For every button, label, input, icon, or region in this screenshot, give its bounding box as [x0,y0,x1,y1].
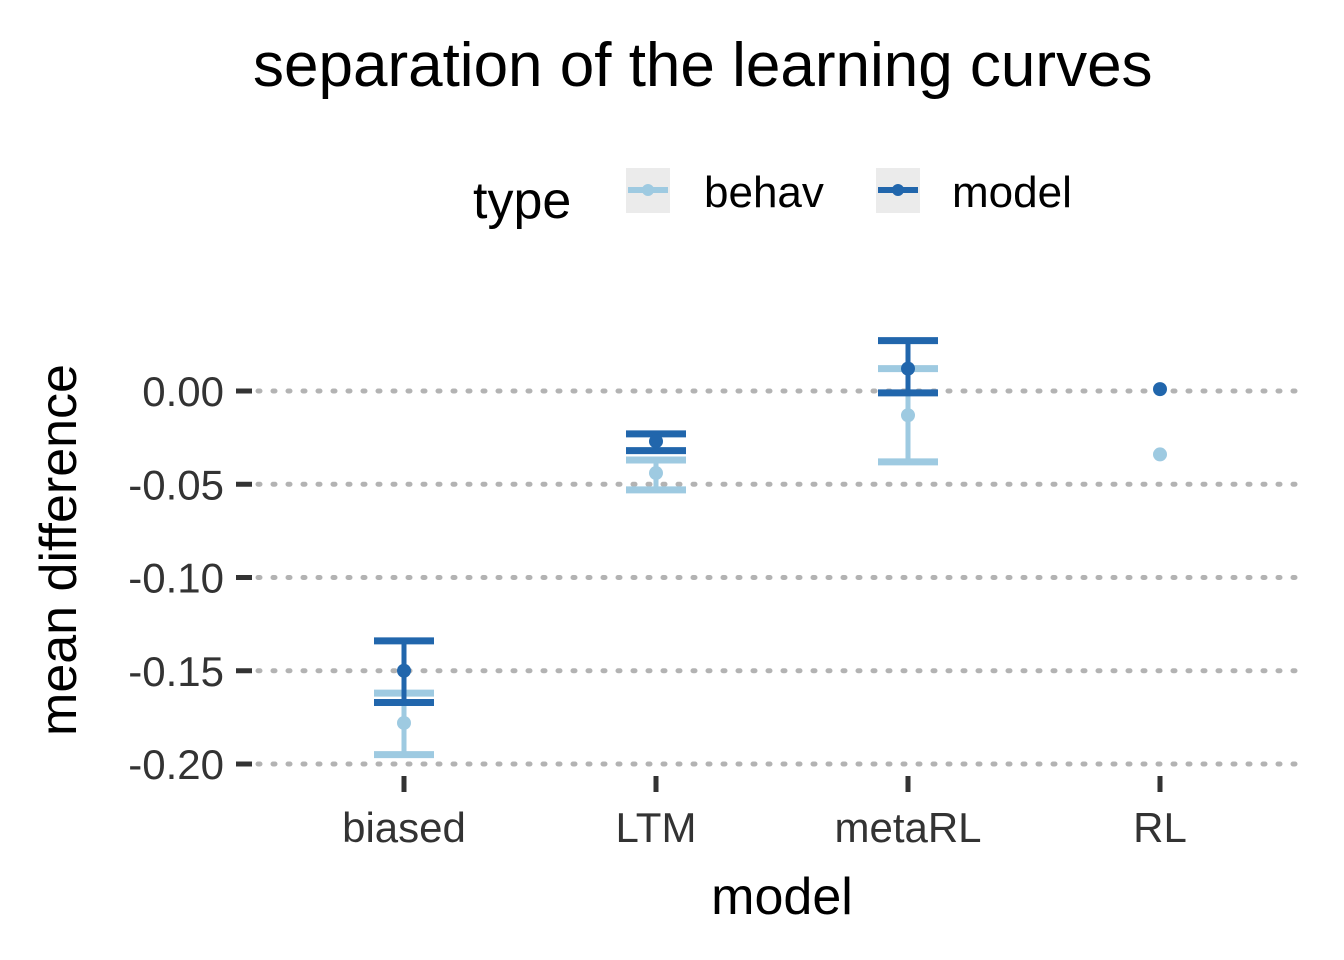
y-tick-label: -0.10 [128,555,224,602]
data-point-model [397,663,411,678]
legend-title: type [473,172,571,230]
legend: type behav model [473,168,1072,230]
x-tick-label: metaRL [834,804,981,851]
legend-key-point [892,184,904,196]
x-axis-title: model [711,868,853,926]
data-point-model [649,434,663,449]
grid [255,388,1308,767]
data-point-behav [901,408,915,423]
plot-area [374,337,1167,759]
data-point-behav [1153,447,1167,462]
x-tick-label: LTM [616,804,697,851]
x-tick-label: biased [342,804,466,851]
data-point-model [901,361,915,376]
y-tick-label: -0.20 [128,741,224,788]
series-model [374,337,1167,706]
chart-title: separation of the learning curves [253,31,1153,100]
legend-label-model: model [952,168,1072,217]
y-axis-title: mean difference [30,364,88,736]
legend-label-behav: behav [704,168,824,217]
series-behav [374,365,1167,759]
data-point-behav [649,466,663,481]
legend-key-point [642,184,654,196]
x-tick-label: RL [1133,804,1187,851]
axes: 0.00 -0.05 -0.10 -0.15 -0.20 biased LTM metaRL R… [128,368,1187,851]
y-tick-label: -0.15 [128,648,224,695]
data-point-behav [397,715,411,730]
y-tick-label: 0.00 [142,368,224,415]
data-point-model [1153,382,1167,397]
y-tick-label: -0.05 [128,461,224,508]
